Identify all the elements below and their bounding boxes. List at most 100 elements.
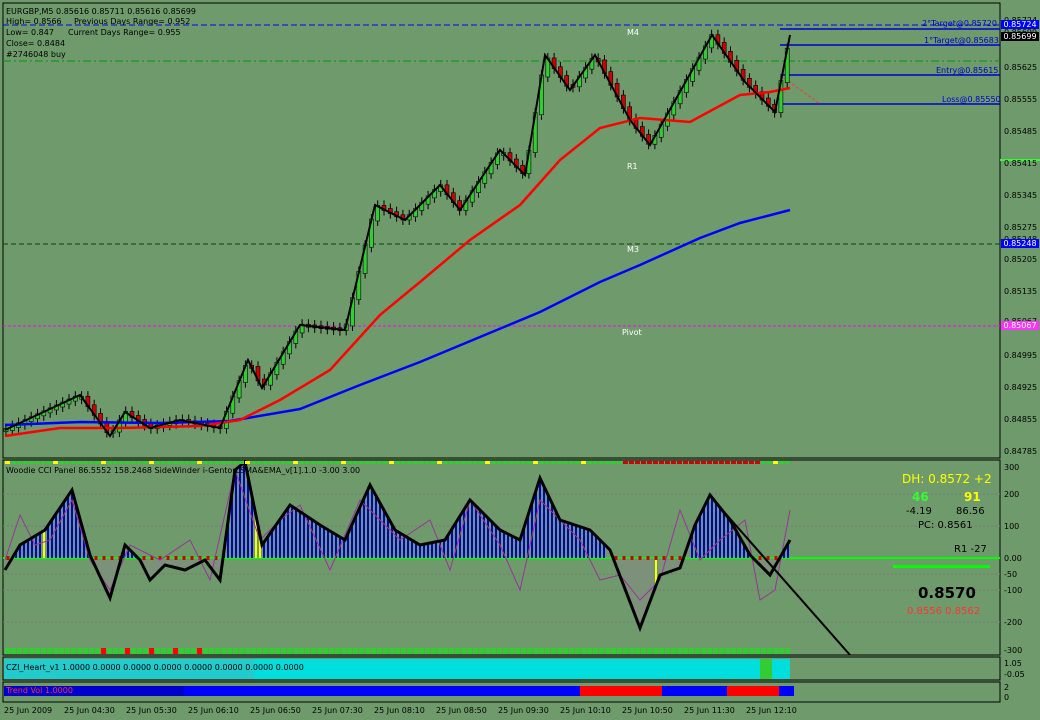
cci-top-strip-cell bbox=[575, 461, 580, 464]
cci-top-strip-cell bbox=[155, 461, 160, 464]
cci-top-strip-cell bbox=[455, 461, 460, 464]
cci-scale-label: -50 bbox=[1004, 570, 1018, 579]
target2-label: 2°Target@0.85720 bbox=[922, 19, 997, 28]
cci-top-strip-cell bbox=[695, 461, 700, 464]
cci-bottom-strip-cell bbox=[443, 648, 448, 654]
cci-top-strip-cell bbox=[401, 461, 406, 464]
cci-bottom-strip-cell bbox=[683, 648, 688, 654]
cci-bottom-strip-cell bbox=[767, 648, 772, 654]
cci-bottom-strip-cell bbox=[515, 648, 520, 654]
cci-big: 0.8570 bbox=[918, 584, 976, 602]
cci-scale-label: 200 bbox=[1004, 490, 1020, 499]
cci-bottom-strip-cell bbox=[659, 648, 664, 654]
cci-bottom-strip-cell bbox=[431, 648, 436, 654]
cci-top-strip-cell bbox=[563, 461, 568, 464]
cci-top-strip-cell bbox=[149, 461, 154, 464]
cci-top-strip-cell bbox=[509, 461, 514, 464]
cci-top-strip-cell bbox=[95, 461, 100, 464]
cci-bottom-strip-cell bbox=[695, 648, 700, 654]
cci-bottom-strip-cell bbox=[665, 648, 670, 654]
time-axis-label: 25 Jun 07:30 bbox=[312, 706, 363, 715]
cci-title: Woodie CCI Panel 86.5552 158.2468 SideWi… bbox=[6, 466, 361, 475]
cci-bottom-strip-cell bbox=[593, 648, 598, 654]
cci-zero-marker bbox=[214, 556, 218, 560]
cci-top-strip-cell bbox=[221, 461, 226, 464]
cci-46: 46 bbox=[912, 490, 929, 504]
cci-bottom-strip-cell bbox=[467, 648, 472, 654]
cci-top-strip-cell bbox=[641, 461, 646, 464]
cci-bottom-strip-cell bbox=[11, 648, 16, 654]
cci-top-strip-cell bbox=[611, 461, 616, 464]
cci-zero-marker bbox=[638, 556, 642, 560]
loss-label: Loss@0.85550 bbox=[942, 95, 1001, 104]
cci-bottom-strip-cell bbox=[5, 648, 10, 654]
cci-top-strip-cell bbox=[647, 461, 652, 464]
czi-title: CZI_Heart_v1 1.0000 0.0000 0.0000 0.0000… bbox=[6, 663, 304, 672]
cci-top-strip-cell bbox=[365, 461, 370, 464]
info-high: High= 0.8566 bbox=[6, 17, 62, 26]
trend-scale-bottom: 0 bbox=[1004, 693, 1010, 702]
cci-bottom-strip-cell bbox=[611, 648, 616, 654]
time-axis-label: 25 Jun 06:10 bbox=[188, 706, 239, 715]
cci-top-strip-cell bbox=[83, 461, 88, 464]
cci-zero-marker bbox=[670, 556, 674, 560]
cci-top-strip-cell bbox=[665, 461, 670, 464]
time-axis-label: 25 Jun 10:10 bbox=[560, 706, 611, 715]
czi-scale-bottom: -0.05 bbox=[1004, 670, 1025, 679]
cci-bottom-strip-cell bbox=[257, 648, 262, 654]
cci-top-strip-cell bbox=[35, 461, 40, 464]
cci-top-strip-cell bbox=[263, 461, 268, 464]
price-axis-label: 0.84855 bbox=[1004, 415, 1038, 424]
cci-bottom-strip-cell bbox=[53, 648, 58, 654]
time-axis-label: 25 Jun 10:50 bbox=[622, 706, 673, 715]
cci-zero-marker bbox=[654, 556, 658, 560]
trend-title: Trend Vol 1.0000 bbox=[6, 686, 73, 695]
cci-zero-marker bbox=[206, 556, 210, 560]
cci-bottom-strip-cell bbox=[323, 648, 328, 654]
cci-bottom-strip-cell bbox=[653, 648, 658, 654]
trend-strip-red bbox=[580, 686, 662, 696]
czi-scale-top: 1.05 bbox=[1004, 659, 1022, 668]
cci-top-strip-cell bbox=[707, 461, 712, 464]
cci-bottom-strip-cell bbox=[755, 648, 760, 654]
trend-strip-left bbox=[4, 686, 184, 696]
price-tag-m3: 0.85248 bbox=[1001, 239, 1039, 248]
cci-bottom-strip-cell bbox=[293, 648, 298, 654]
cci-bottom-strip-cell bbox=[353, 648, 358, 654]
level-r1: R1 bbox=[627, 162, 638, 171]
cci-bottom-strip-cell bbox=[143, 648, 148, 654]
cci-top-strip-cell bbox=[317, 461, 322, 464]
cci-bottom-strip-cell bbox=[269, 648, 274, 654]
time-axis-label: 25 Jun 06:50 bbox=[250, 706, 301, 715]
cci-bottom-strip-cell bbox=[347, 648, 352, 654]
cci-zero-marker bbox=[614, 556, 618, 560]
info-prev-range: Previous Days Range= 0.952 bbox=[74, 17, 191, 26]
cci-top-strip-cell bbox=[581, 461, 586, 464]
target1-label: 1°Target@0.85683 bbox=[924, 36, 999, 45]
cci-bottom-strip-cell bbox=[419, 648, 424, 654]
cci-bottom-strip-cell bbox=[641, 648, 646, 654]
cci-top-strip-cell bbox=[131, 461, 136, 464]
cci-bottom-strip-cell bbox=[197, 648, 202, 654]
cci-top-strip-cell bbox=[305, 461, 310, 464]
price-tag-pivot: 0.85067 bbox=[1001, 321, 1039, 330]
cci-top-strip-cell bbox=[743, 461, 748, 464]
cci-bottom-strip-cell bbox=[167, 648, 172, 654]
cci-top-strip-cell bbox=[341, 461, 346, 464]
cci-bottom-strip-cell bbox=[719, 648, 724, 654]
cci-top-strip-cell bbox=[485, 461, 490, 464]
cci-top-strip-cell bbox=[281, 461, 286, 464]
cci-bottom-strip-cell bbox=[671, 648, 676, 654]
cci-bottom-strip-cell bbox=[563, 648, 568, 654]
cci-top-strip-cell bbox=[347, 461, 352, 464]
cci-top-strip-cell bbox=[143, 461, 148, 464]
cci-top-strip-cell bbox=[11, 461, 16, 464]
cci-top-strip-cell bbox=[623, 461, 628, 464]
cci-bottom-strip-cell bbox=[119, 648, 124, 654]
cci-zero-marker bbox=[766, 556, 770, 560]
time-axis-label: 25 Jun 05:30 bbox=[126, 706, 177, 715]
cci-zero-marker bbox=[758, 556, 762, 560]
cci-bottom-strip-cell bbox=[647, 648, 652, 654]
cci-top-strip-cell bbox=[713, 461, 718, 464]
